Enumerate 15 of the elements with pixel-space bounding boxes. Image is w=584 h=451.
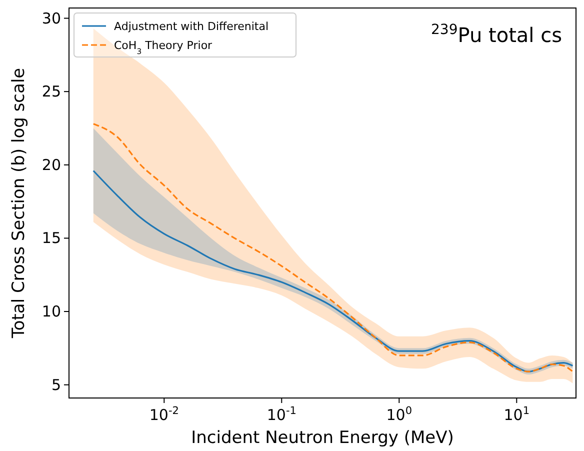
y-tick-label: 5 [51,376,61,394]
legend-label: CoH$_{3}$ Theory Prior [114,39,213,56]
x-tick-label: 10$^{-2}$ [149,405,179,424]
y-tick-label: 10 [42,302,61,320]
x-tick-label: 10$^{1}$ [504,405,530,424]
y-tick-label: 20 [42,156,61,174]
y-tick-label: 30 [42,9,61,28]
x-tick-label: 10$^{-1}$ [266,405,296,424]
legend-label: Adjustment with Differenital [114,20,269,33]
y-axis-title: Total Cross Section (b) log scale [9,68,29,340]
y-tick-label: 15 [42,229,61,248]
x-axis-title: Incident Neutron Energy (MeV) [191,428,454,448]
y-tick-label: 25 [42,82,61,101]
x-tick-label: 10$^{0}$ [386,405,412,424]
annotation: $^{239}$Pu total cs [431,22,562,47]
